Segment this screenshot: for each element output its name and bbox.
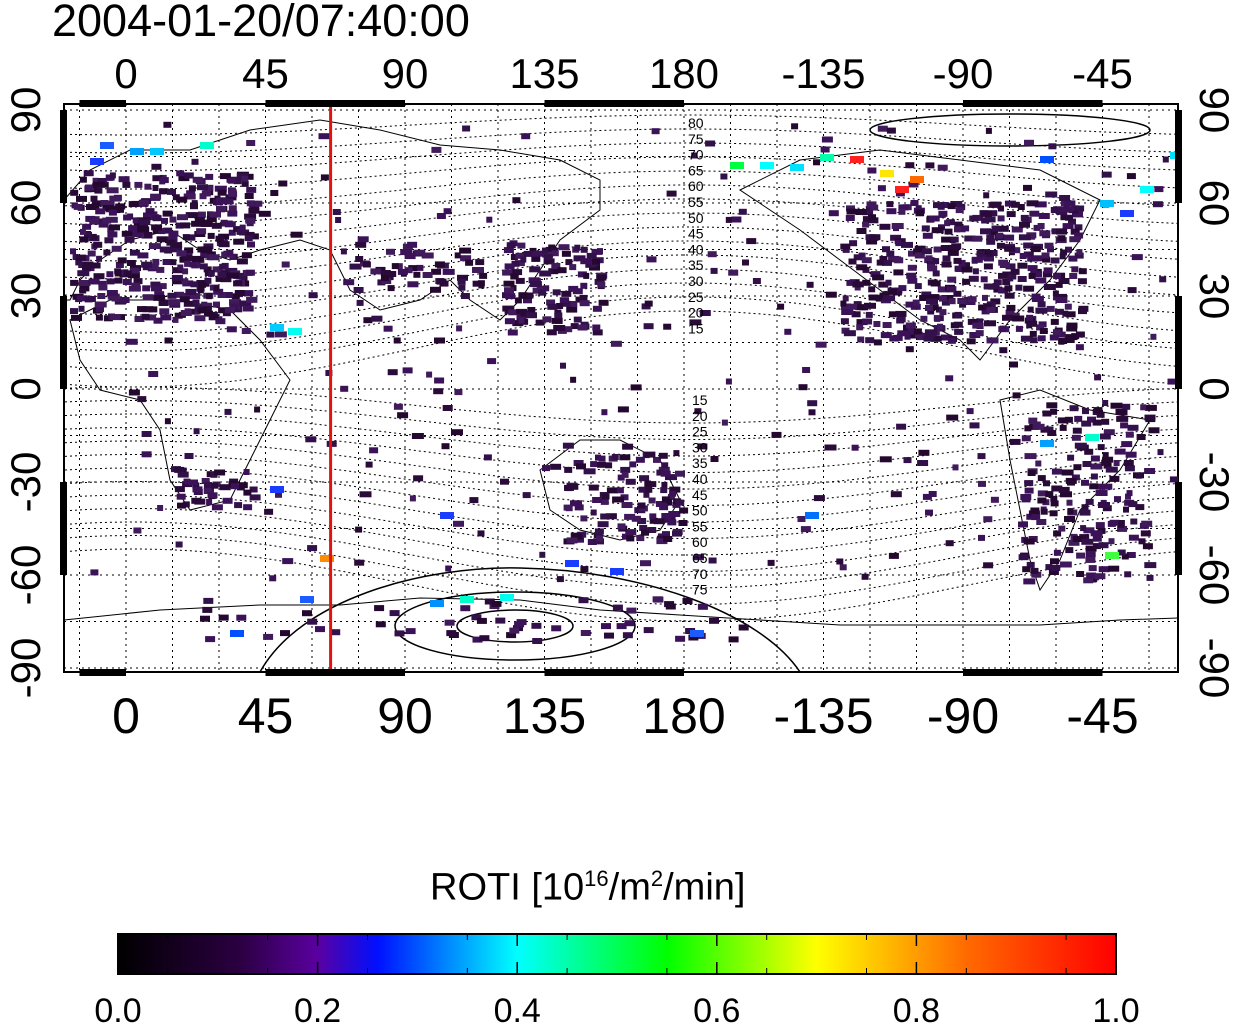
colorbar-tick-label: 0.4 bbox=[494, 992, 541, 1024]
contour-label-south: 75 bbox=[692, 582, 708, 598]
top-lon-label: -135 bbox=[781, 50, 865, 97]
top-lon-label: 135 bbox=[509, 50, 579, 97]
top-lon-label: 45 bbox=[242, 50, 289, 97]
contour-label-north: 15 bbox=[688, 320, 704, 336]
colorbar-tick-label: 0.8 bbox=[893, 992, 940, 1024]
contour-label-north: 50 bbox=[688, 210, 704, 226]
bottom-lon-label: -45 bbox=[1066, 688, 1138, 744]
contour-label-north: 25 bbox=[688, 289, 704, 305]
colorbar-tick-label: 0.6 bbox=[693, 992, 740, 1024]
contour-labels: 8075706560555045403530252015152025303540… bbox=[688, 115, 708, 598]
top-lon-label: 90 bbox=[382, 50, 429, 97]
contour-label-south: 40 bbox=[692, 471, 708, 487]
colorbar-title-end: /min] bbox=[663, 866, 746, 909]
bottom-lon-label: 45 bbox=[238, 688, 294, 744]
bottom-lon-label: 135 bbox=[503, 688, 586, 744]
contour-label-south: 25 bbox=[692, 424, 708, 440]
right-lat-label: 30 bbox=[1191, 273, 1238, 320]
contour-label-north: 45 bbox=[688, 226, 704, 242]
contour-label-north: 40 bbox=[688, 241, 704, 257]
colorbar-title-sup2: 2 bbox=[650, 866, 664, 891]
left-lat-label: 30 bbox=[2, 273, 49, 320]
contour-label-north: 20 bbox=[688, 305, 704, 321]
top-lon-label: -90 bbox=[933, 50, 994, 97]
left-lat-label: -60 bbox=[2, 545, 49, 606]
right-lat-label: 90 bbox=[1191, 87, 1238, 134]
bottom-lon-label: 0 bbox=[112, 688, 140, 744]
contour-label-south: 45 bbox=[692, 487, 708, 503]
left-lat-label: -30 bbox=[2, 452, 49, 513]
colorbar-title-text: ROTI [10 bbox=[430, 866, 585, 909]
top-lon-label: 0 bbox=[114, 50, 137, 97]
contour-label-south: 20 bbox=[692, 408, 708, 424]
coastlines bbox=[64, 119, 1178, 626]
colorbar-tick-label: 0.0 bbox=[94, 992, 141, 1024]
contour-label-south: 35 bbox=[692, 455, 708, 471]
timestamp-title: 2004-01-20/07:40:00 bbox=[52, 0, 470, 46]
contour-label-north: 55 bbox=[688, 194, 704, 210]
colorbar bbox=[117, 933, 1117, 975]
frame-ticks bbox=[60, 100, 1182, 676]
contour-label-north: 65 bbox=[688, 162, 704, 178]
contour-label-north: 75 bbox=[688, 131, 704, 147]
contour-label-south: 70 bbox=[692, 566, 708, 582]
bottom-lon-label: 180 bbox=[642, 688, 725, 744]
roti-data-cells bbox=[70, 121, 1178, 644]
right-lat-label: 60 bbox=[1191, 180, 1238, 227]
axis-tick-labels: 0 45 90 135 180 -135 -90 -45 0 45 90 135 180 -135 -90 -… bbox=[2, 50, 1238, 744]
colorbar-ticks: 0.0 0.2 0.4 0.6 0.8 1.0 bbox=[94, 934, 1140, 1024]
contour-label-south: 55 bbox=[692, 518, 708, 534]
contour-label-north: 30 bbox=[688, 273, 704, 289]
contour-label-north: 60 bbox=[688, 178, 704, 194]
top-lon-label: 180 bbox=[649, 50, 719, 97]
contour-label-south: 30 bbox=[692, 439, 708, 455]
colorbar-title-sup1: 16 bbox=[584, 866, 609, 891]
colorbar-title-mid: /m bbox=[608, 866, 651, 909]
left-lat-label: 90 bbox=[2, 87, 49, 134]
right-lat-label: -60 bbox=[1191, 545, 1238, 606]
contour-label-north: 35 bbox=[688, 257, 704, 273]
right-lat-label: -30 bbox=[1191, 452, 1238, 513]
bottom-lon-label: -135 bbox=[773, 688, 873, 744]
colorbar-tick-label: 0.2 bbox=[294, 992, 341, 1024]
bottom-lon-label: -90 bbox=[927, 688, 999, 744]
right-lat-label: -90 bbox=[1191, 638, 1238, 699]
top-lon-label: -45 bbox=[1072, 50, 1133, 97]
colorbar-tick-label: 1.0 bbox=[1092, 992, 1139, 1024]
contour-label-north: 70 bbox=[688, 147, 704, 163]
contour-label-south: 65 bbox=[692, 550, 708, 566]
left-lat-label: 60 bbox=[2, 180, 49, 227]
left-lat-label: -90 bbox=[2, 638, 49, 699]
left-lat-label: 0 bbox=[2, 377, 49, 400]
right-lat-label: 0 bbox=[1191, 377, 1238, 400]
bottom-lon-label: 90 bbox=[377, 688, 433, 744]
contour-label-south: 15 bbox=[692, 392, 708, 408]
contour-label-south: 50 bbox=[692, 503, 708, 519]
contour-label-south: 60 bbox=[692, 534, 708, 550]
colorbar-title: ROTI [1016/m2/min] bbox=[430, 868, 745, 907]
contour-label-north: 80 bbox=[688, 115, 704, 131]
